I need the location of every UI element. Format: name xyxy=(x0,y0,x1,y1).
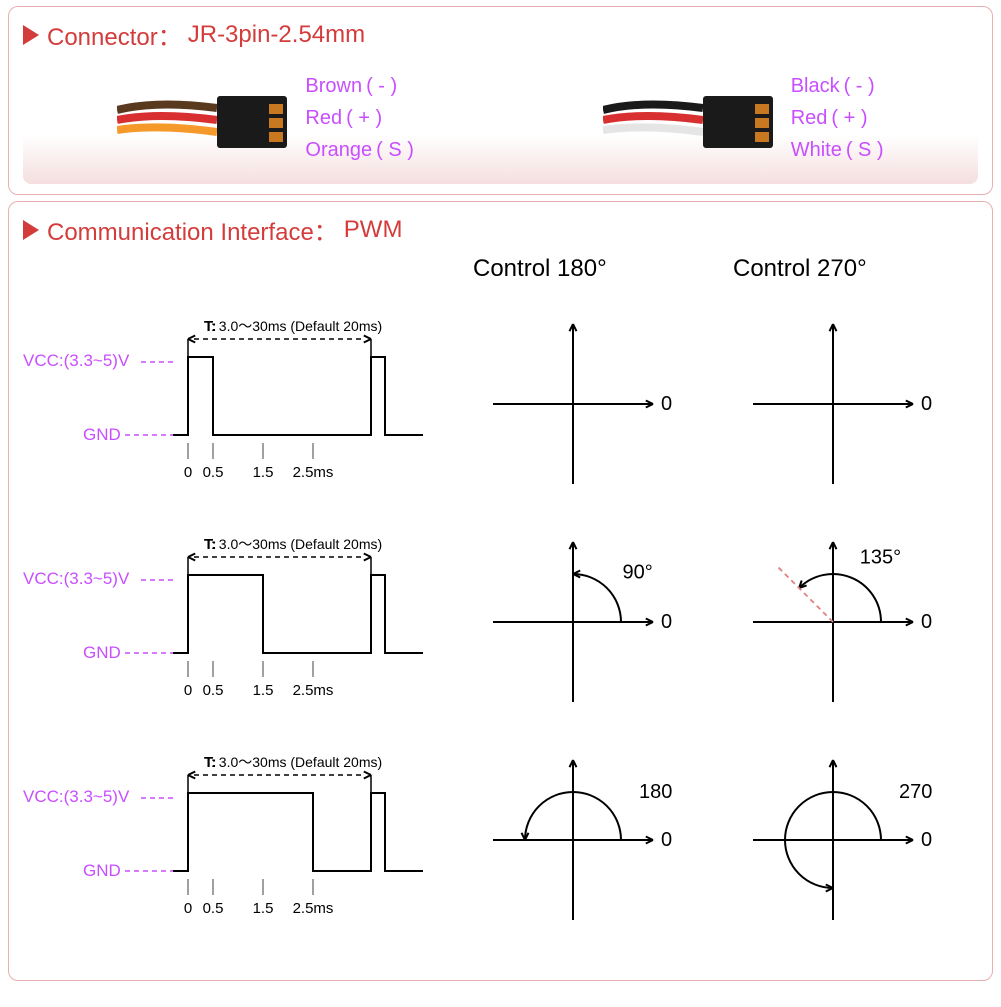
svg-text:0: 0 xyxy=(184,682,192,699)
angle-diagram: 0° 270° xyxy=(733,740,933,940)
vcc-label: VCC:(3.3~5)V xyxy=(23,787,129,807)
pwm-title-key: Communication Interface： xyxy=(47,212,338,247)
svg-text:0°: 0° xyxy=(661,393,673,415)
pwm-waveform: T: 3.0～30ms (Default 20ms)T: 0 0.5 1.5 2.5ms xyxy=(23,517,443,727)
vcc-label: VCC:(3.3~5)V xyxy=(23,569,129,589)
pin-name: Orange xyxy=(305,134,372,166)
connector-right: Black ( - ) Red ( + ) White ( S ) xyxy=(603,70,884,166)
pin-symbol: ( S ) xyxy=(846,134,884,166)
vcc-label: VCC:(3.3~5)V xyxy=(23,351,129,371)
pin-name: White xyxy=(791,134,842,166)
svg-text:T: 3.0～30ms (Default 20ms): T: 3.0～30ms (Default 20ms) xyxy=(204,754,382,770)
pwm-waveform-cell: VCC:(3.3~5)VGNDT: 3.0～30ms (Default 20ms… xyxy=(23,517,443,727)
pwm-waveform: T: 3.0～30ms (Default 20ms)T: 0 0.5 1.5 2.5ms xyxy=(23,299,443,509)
angle-diagram: 0° 90° xyxy=(473,522,673,722)
svg-text:270°: 270° xyxy=(899,781,933,803)
pwm-waveform: T: 3.0～30ms (Default 20ms)T: 0 0.5 1.5 2.5ms xyxy=(23,735,443,945)
svg-text:135°: 135° xyxy=(860,546,901,568)
svg-text:0.5: 0.5 xyxy=(203,682,224,699)
angle-diagram: 0° xyxy=(473,304,673,504)
svg-text:2.5ms: 2.5ms xyxy=(293,682,334,699)
svg-text:T:: T: xyxy=(204,754,217,771)
svg-text:180°: 180° xyxy=(639,781,673,803)
svg-text:0: 0 xyxy=(184,464,192,481)
svg-text:1.5: 1.5 xyxy=(253,682,274,699)
pin-symbol: ( S ) xyxy=(376,134,414,166)
pin-label: Orange ( S ) xyxy=(305,134,414,166)
pwm-grid: Control 180° Control 270° VCC:(3.3~5)V GN… xyxy=(23,255,978,945)
pin-label: Brown ( - ) xyxy=(305,70,414,102)
angle-diagram: 0° 135° xyxy=(733,522,933,722)
pwm-section: Communication Interface： PWM Control 180… xyxy=(8,201,993,981)
pin-label: White ( S ) xyxy=(791,134,884,166)
connector-left-drawing xyxy=(117,78,287,158)
svg-text:T:: T: xyxy=(204,536,217,553)
svg-text:0: 0 xyxy=(184,900,192,917)
gnd-label: GND xyxy=(83,425,121,445)
svg-text:1.5: 1.5 xyxy=(253,900,274,917)
angle-diagram: 0° xyxy=(733,304,933,504)
gnd-label: GND xyxy=(83,643,121,663)
pwm-title-val: PWM xyxy=(344,216,403,244)
svg-text:T:: T: xyxy=(204,318,217,335)
svg-text:2.5ms: 2.5ms xyxy=(293,900,334,917)
pwm-angle-cell: 0° 180° xyxy=(443,735,703,945)
svg-text:0°: 0° xyxy=(921,829,933,851)
connector-right-drawing xyxy=(603,78,773,158)
angle-diagram: 0° 180° xyxy=(473,740,673,940)
connector-left: Brown ( - ) Red ( + ) Orange ( S ) xyxy=(117,70,414,166)
pwm-angle-cell: 0° 90° xyxy=(443,517,703,727)
pwm-angle-cell: 0° 135° xyxy=(703,517,963,727)
pin-label: Red ( + ) xyxy=(305,102,414,134)
svg-text:2.5ms: 2.5ms xyxy=(293,464,334,481)
pwm-waveform-cell: VCC:(3.3~5)VGNDT: 3.0～30ms (Default 20ms… xyxy=(23,299,443,509)
pwm-waveform-cell: VCC:(3.3~5)VGNDT: 3.0～30ms (Default 20ms… xyxy=(23,735,443,945)
pwm-col-head-270: Control 270° xyxy=(703,255,963,291)
section-arrow-icon xyxy=(23,220,39,240)
connector-title-key: Connector： xyxy=(47,17,182,52)
svg-text:0°: 0° xyxy=(661,611,673,633)
pin-name: Red xyxy=(791,102,828,134)
pwm-col-head-180: Control 180° xyxy=(443,255,703,291)
connector-right-labels: Black ( - ) Red ( + ) White ( S ) xyxy=(791,70,884,166)
svg-text:90°: 90° xyxy=(622,562,652,584)
connector-title: Connector： JR-3pin-2.54mm xyxy=(23,17,978,52)
pin-name: Black xyxy=(791,70,840,102)
pin-symbol: ( + ) xyxy=(831,102,867,134)
connector-left-labels: Brown ( - ) Red ( + ) Orange ( S ) xyxy=(305,70,414,166)
pwm-angle-cell: 0° xyxy=(703,299,963,509)
connector-body: Brown ( - ) Red ( + ) Orange ( S ) xyxy=(23,60,978,184)
svg-text:1.5: 1.5 xyxy=(253,464,274,481)
svg-text:0°: 0° xyxy=(661,829,673,851)
pwm-angle-cell: 0° 270° xyxy=(703,735,963,945)
pin-label: Red ( + ) xyxy=(791,102,884,134)
connector-section: Connector： JR-3pin-2.54mm Brown xyxy=(8,6,993,195)
svg-text:0°: 0° xyxy=(921,393,933,415)
svg-text:0.5: 0.5 xyxy=(203,464,224,481)
pin-name: Brown xyxy=(305,70,362,102)
pwm-angle-cell: 0° xyxy=(443,299,703,509)
pin-symbol: ( + ) xyxy=(346,102,382,134)
section-arrow-icon xyxy=(23,25,39,45)
gnd-label: GND xyxy=(83,861,121,881)
pin-symbol: ( - ) xyxy=(844,70,875,102)
pin-label: Black ( - ) xyxy=(791,70,884,102)
svg-text:0.5: 0.5 xyxy=(203,900,224,917)
connector-title-val: JR-3pin-2.54mm xyxy=(188,21,365,49)
svg-text:T: 3.0～30ms (Default 20ms): T: 3.0～30ms (Default 20ms) xyxy=(204,318,382,334)
svg-text:T: 3.0～30ms (Default 20ms): T: 3.0～30ms (Default 20ms) xyxy=(204,536,382,552)
pwm-title: Communication Interface： PWM xyxy=(23,212,978,247)
pin-symbol: ( - ) xyxy=(366,70,397,102)
pin-name: Red xyxy=(305,102,342,134)
pwm-col-head-wave xyxy=(23,255,443,291)
svg-text:0°: 0° xyxy=(921,611,933,633)
